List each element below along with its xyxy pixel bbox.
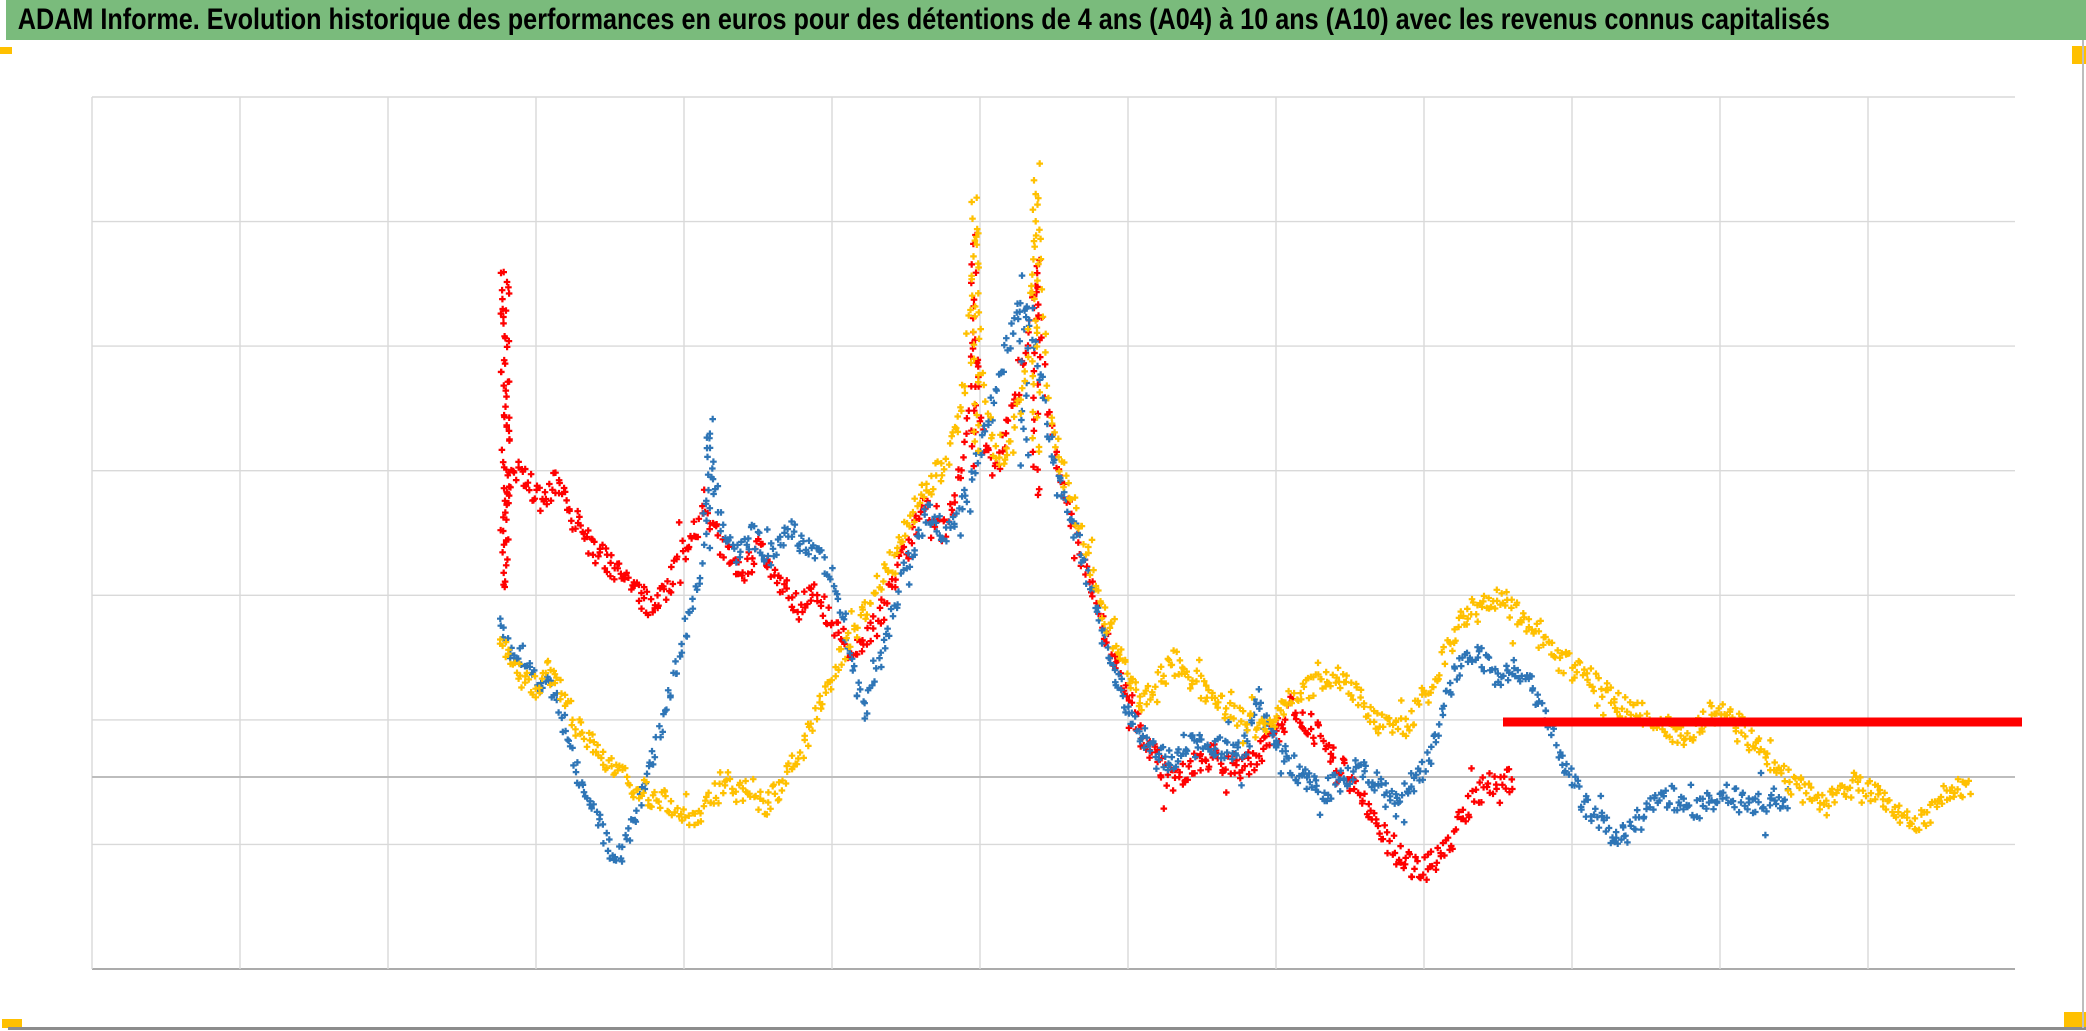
blue-plus-series [497, 272, 1792, 865]
chart-title: ADAM Informe. Evolution historique des p… [17, 3, 1830, 36]
red-plus-series [497, 231, 1516, 883]
corner-mark-top-left [0, 47, 12, 54]
corner-mark-bottom-left [2, 1019, 22, 1028]
yellow-plus-series [496, 160, 1974, 834]
chart-title-bar: ADAM Informe. Evolution historique des p… [6, 0, 2086, 40]
corner-mark-bottom-right [2064, 1012, 2086, 1028]
bottom-divider-line [8, 1027, 2086, 1030]
right-divider-line [2082, 40, 2084, 1028]
